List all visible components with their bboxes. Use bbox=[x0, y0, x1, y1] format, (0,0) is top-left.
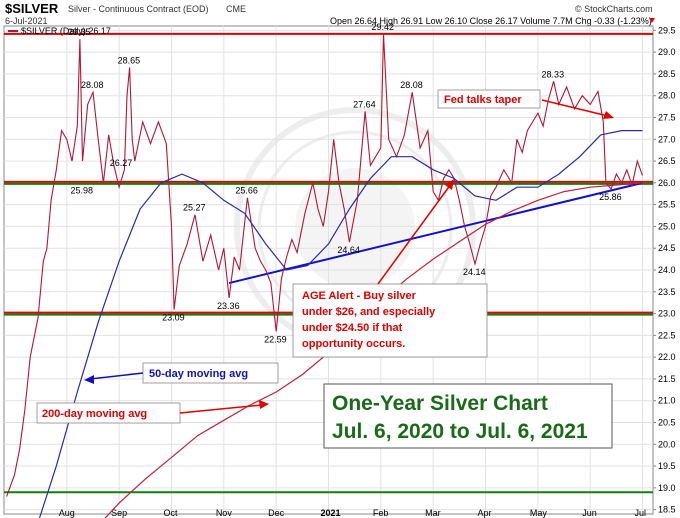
age-alert-line-3: under $24.50 if that bbox=[302, 322, 403, 334]
y-tick-label: 19.5 bbox=[658, 461, 676, 471]
fed-annotation-arrow bbox=[541, 99, 609, 117]
price-data-label: 23.09 bbox=[162, 313, 185, 323]
fed-arrowhead-icon bbox=[603, 111, 614, 119]
x-tick-label: May bbox=[530, 508, 548, 518]
y-tick-label: 24.0 bbox=[658, 265, 676, 275]
y-tick-label: 20.5 bbox=[658, 418, 676, 428]
y-tick-label: 23.5 bbox=[658, 287, 676, 297]
y-tick-label: 28.5 bbox=[658, 69, 676, 79]
x-tick-label: Oct bbox=[163, 508, 178, 518]
chart-date: 6-Jul-2021 bbox=[5, 16, 48, 26]
y-tick-label: 26.5 bbox=[658, 156, 676, 166]
x-tick-label: Apr bbox=[478, 508, 492, 518]
y-tick-label: 29.5 bbox=[658, 25, 676, 35]
price-data-label: 27.64 bbox=[353, 99, 376, 109]
chart-exchange: CME bbox=[226, 4, 246, 14]
x-tick-label: Mar bbox=[425, 508, 441, 518]
price-data-label: 23.36 bbox=[217, 301, 240, 311]
age-alert-arrow bbox=[377, 183, 452, 285]
y-tick-label: 18.5 bbox=[658, 505, 676, 515]
x-tick-label: Dec bbox=[268, 508, 285, 518]
x-tick-label: Jun bbox=[582, 508, 597, 518]
big-title-line-1: One-Year Silver Chart bbox=[332, 392, 548, 415]
y-tick-label: 26.0 bbox=[658, 178, 676, 188]
ma200-arrowhead-icon bbox=[259, 400, 269, 409]
ma50-annotation-arrow bbox=[89, 372, 144, 380]
price-data-label: 25.66 bbox=[235, 186, 258, 196]
x-tick-label: Jul bbox=[635, 508, 647, 518]
price-data-label: 28.08 bbox=[81, 80, 104, 90]
price-series-line bbox=[6, 33, 644, 497]
price-data-label: 25.27 bbox=[183, 203, 206, 213]
price-data-label: 24.14 bbox=[463, 267, 486, 277]
age-alert-line-2: under $26, and especially bbox=[302, 306, 436, 318]
y-tick-label: 28.0 bbox=[658, 91, 676, 101]
trend-line bbox=[228, 181, 643, 285]
price-data-label: 28.65 bbox=[118, 55, 141, 65]
y-tick-label: 24.5 bbox=[658, 243, 676, 253]
y-tick-label: 22.5 bbox=[658, 330, 676, 340]
y-tick-label: 27.5 bbox=[658, 113, 676, 123]
y-tick-label: 22.0 bbox=[658, 352, 676, 362]
price-data-label: 28.08 bbox=[400, 80, 423, 90]
x-tick-label: Feb bbox=[373, 508, 389, 518]
age-arrowhead-icon bbox=[445, 179, 454, 190]
legend-price-label: $SILVER (Daily) 26.17 bbox=[21, 26, 111, 36]
big-title-line-2: Jul. 6, 2020 to Jul. 6, 2021 bbox=[332, 420, 588, 443]
age-alert-box bbox=[292, 283, 488, 358]
x-tick-label: 2021 bbox=[321, 508, 341, 518]
x-tick-label: Aug bbox=[59, 508, 75, 518]
fed-annotation-text: Fed talks taper bbox=[444, 94, 522, 106]
ma200-annotation-text: 200-day moving avg bbox=[42, 408, 147, 420]
price-data-label: 29.35 bbox=[68, 27, 91, 37]
stockcharts-credit: © StockCharts.com bbox=[575, 4, 653, 14]
ohlc-stats: Open 26.64 High 26.91 Low 26.10 Close 26… bbox=[330, 16, 652, 26]
y-tick-label: 21.5 bbox=[658, 374, 676, 384]
y-tick-label: 29.0 bbox=[658, 47, 676, 57]
fed-annotation-box bbox=[437, 89, 541, 109]
x-tick-label: Sep bbox=[111, 508, 127, 518]
price-data-label: 22.59 bbox=[264, 334, 287, 344]
y-tick-label: 27.0 bbox=[658, 134, 676, 144]
ma50-annotation-text: 50-day moving avg bbox=[149, 368, 248, 380]
price-data-label: 25.98 bbox=[71, 186, 94, 196]
chart-description: Silver - Continuous Contract (EOD) bbox=[68, 4, 209, 14]
x-tick-label: Nov bbox=[216, 508, 233, 518]
down-arrow-icon bbox=[649, 18, 655, 23]
price-data-label: 26.27 bbox=[110, 158, 133, 168]
price-data-label: 28.33 bbox=[542, 69, 565, 79]
age-alert-line-1: AGE Alert - Buy silver bbox=[302, 290, 417, 302]
ma50-series-line bbox=[38, 130, 643, 518]
y-tick-label: 20.0 bbox=[658, 439, 676, 449]
ma50-arrowhead-icon bbox=[84, 375, 94, 384]
age-alert-line-4: opportunity occurs. bbox=[302, 338, 405, 350]
ma200-annotation-arrow bbox=[179, 404, 263, 414]
y-tick-label: 23.0 bbox=[658, 309, 676, 319]
chart-symbol: $SILVER bbox=[5, 1, 59, 16]
y-tick-label: 19.0 bbox=[658, 483, 676, 493]
y-tick-label: 25.5 bbox=[658, 200, 676, 210]
price-data-label: 24.64 bbox=[337, 245, 360, 255]
big-title-box bbox=[323, 383, 613, 449]
y-tick-label: 25.0 bbox=[658, 221, 676, 231]
y-tick-label: 21.0 bbox=[658, 396, 676, 406]
price-data-label: 25.86 bbox=[599, 192, 622, 202]
price-data-label: 29.42 bbox=[371, 22, 394, 32]
